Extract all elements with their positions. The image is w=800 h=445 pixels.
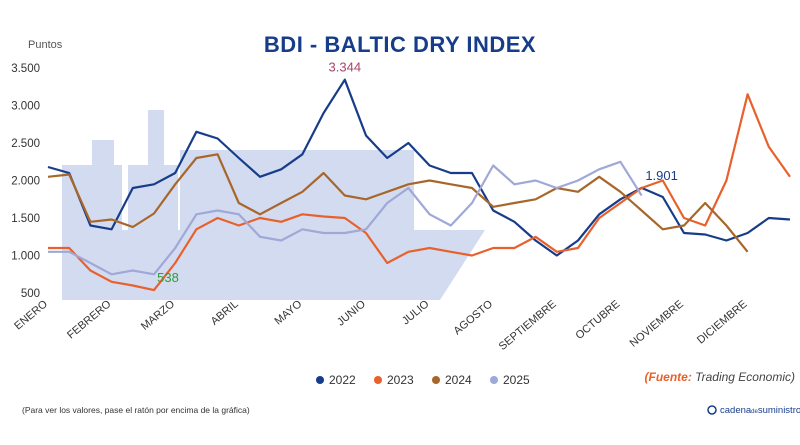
ship-silhouette (62, 110, 485, 300)
legend-marker (432, 376, 440, 384)
legend-label: 2024 (445, 373, 472, 387)
legend-marker (490, 376, 498, 384)
ship-part (148, 110, 164, 165)
hull (62, 230, 485, 300)
y-axis-label: Puntos (28, 39, 63, 51)
x-tick-label: AGOSTO (452, 298, 496, 338)
y-tick-label: 2.500 (11, 138, 40, 150)
logo-part: de (751, 409, 758, 415)
legend: 2022 2023 2024 2025 (316, 373, 530, 387)
y-tick-label: 500 (21, 288, 40, 300)
logo-icon (707, 405, 717, 415)
legend-marker (374, 376, 382, 384)
data-label: 1.901 (645, 168, 678, 183)
x-tick-label: DICIEMBRE (695, 298, 750, 346)
series-line (48, 160, 643, 276)
logo-part: cadena (720, 405, 752, 416)
y-tick-label: 2.000 (11, 176, 40, 188)
x-tick-label: ABRIL (209, 298, 241, 328)
ship-part (180, 150, 380, 230)
y-tick-label: 1.000 (11, 251, 40, 263)
x-tick-label: OCTUBRE (573, 298, 622, 342)
note: (Para ver los valores, pase el ratón por… (22, 405, 250, 415)
y-tick-label: 3.500 (11, 63, 40, 75)
logo-part: suministro (758, 405, 800, 416)
x-tick-label: MAYO (272, 298, 304, 328)
source-prefix: (Fuente: (645, 370, 692, 384)
y-tick-label: 1.500 (11, 213, 40, 225)
data-label: 538 (157, 270, 179, 285)
source-name: Trading Economic) (695, 370, 795, 384)
data-label: 3.344 (329, 60, 362, 75)
legend-label: 2023 (387, 373, 414, 387)
series-line (47, 78, 791, 257)
x-tick-label: FEBRERO (65, 298, 114, 342)
legend-label: 2025 (503, 373, 530, 387)
x-tick-label: JULIO (400, 298, 432, 328)
legend-label: 2022 (329, 373, 356, 387)
legend-marker (316, 376, 324, 384)
series-line (47, 153, 749, 253)
y-tick-label: 3.000 (11, 101, 40, 113)
x-tick-label: JUNIO (335, 298, 368, 329)
x-tick-label: MARZO (139, 298, 177, 333)
series-line (48, 93, 791, 292)
logo: cadenadesuministro (720, 405, 800, 416)
chart-title: BDI - BALTIC DRY INDEX (264, 32, 536, 57)
x-tick-label: NOVIEMBRE (628, 298, 686, 350)
x-tick-label: ENERO (12, 298, 50, 333)
source: (Fuente: Trading Economic) (645, 370, 796, 384)
x-tick-label: SEPTIEMBRE (497, 298, 559, 353)
